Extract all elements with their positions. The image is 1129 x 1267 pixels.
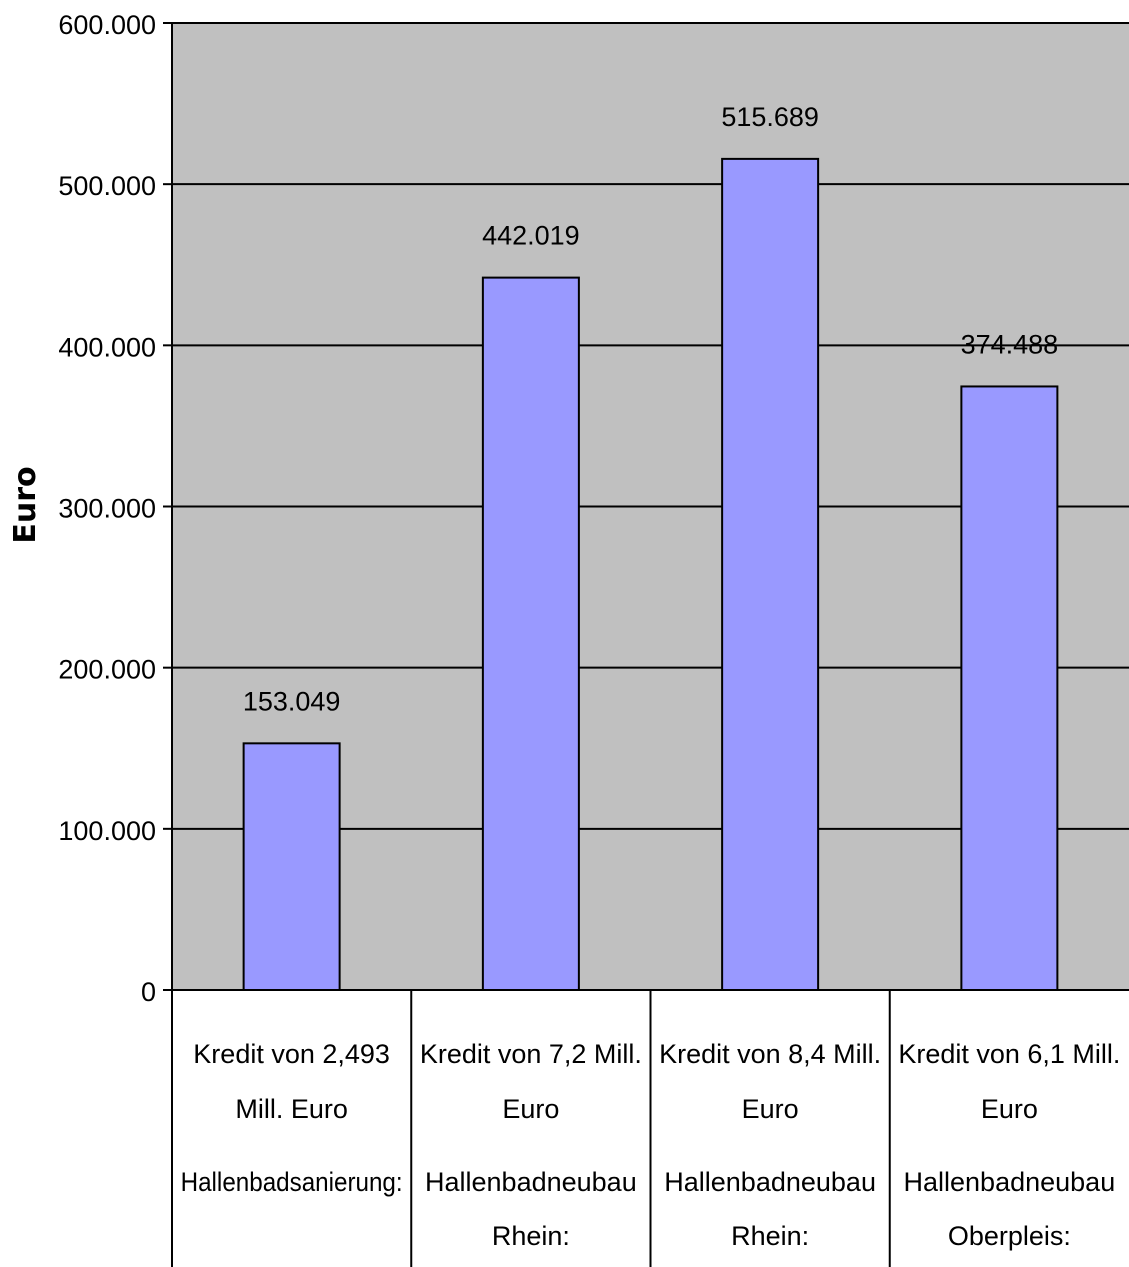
bar: [242, 742, 341, 991]
bar: [960, 385, 1059, 991]
bar: [721, 157, 820, 991]
y-tick-label: 600.000: [58, 10, 156, 40]
category-label: Kredit von 8,4 Mill.: [659, 1039, 881, 1069]
data-label: 374.488: [961, 329, 1059, 359]
y-tick-label: 300.000: [58, 494, 156, 524]
y-axis-label: Euro: [8, 466, 43, 543]
category-label: Hallenbadneubau: [664, 1167, 876, 1197]
y-tick-label: 100.000: [58, 816, 156, 846]
category-label: Rhein:: [731, 1221, 809, 1251]
y-tick-labels: 0 100.000 200.000 300.000 400.000 500.000 600.…: [58, 10, 156, 1007]
category-label: Euro: [742, 1094, 799, 1124]
category-label: Kredit von 2,493: [193, 1039, 390, 1069]
category-label: Rhein:: [492, 1221, 570, 1251]
category-label: Kredit von 7,2 Mill.: [420, 1039, 642, 1069]
category-label: Hallenbadneubau: [425, 1167, 637, 1197]
y-tick-label: 500.000: [58, 171, 156, 201]
category-label: Hallenbadsanierung:: [181, 1167, 403, 1197]
axes: [163, 22, 1129, 1267]
category-label: Oberpleis:: [948, 1221, 1071, 1251]
data-label: 442.019: [482, 221, 580, 251]
data-label: 515.689: [721, 102, 819, 132]
data-label: 153.049: [243, 686, 341, 716]
data-labels: 153.049 442.019 515.689 374.488: [243, 102, 1058, 716]
y-tick-label: 0: [141, 977, 156, 1007]
category-label: Kredit von 6,1 Mill.: [898, 1039, 1120, 1069]
y-tick-label: 200.000: [58, 655, 156, 685]
category-labels: Kredit von 2,493 Mill. Euro Hallenbadsanie…: [181, 1039, 1121, 1251]
category-label: Euro: [981, 1094, 1038, 1124]
bars: [242, 157, 1059, 991]
category-label: Euro: [502, 1094, 559, 1124]
bar: [481, 276, 580, 991]
category-label: Mill. Euro: [235, 1094, 348, 1124]
y-tick-label: 400.000: [58, 332, 156, 362]
category-label: Hallenbadneubau: [904, 1167, 1116, 1197]
